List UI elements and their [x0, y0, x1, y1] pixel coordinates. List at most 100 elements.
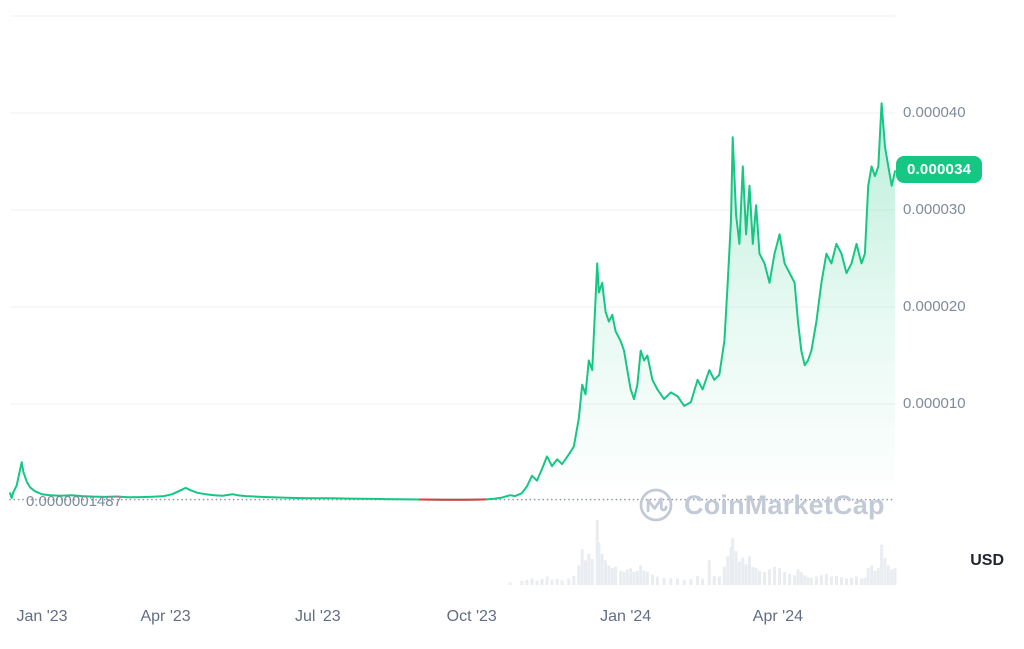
- volume-bar: [741, 557, 745, 585]
- volume-bar: [645, 572, 649, 585]
- volume-bar: [796, 569, 800, 585]
- currency-unit-label: USD: [970, 552, 1004, 569]
- volume-bar: [729, 547, 733, 585]
- volume-bar: [622, 572, 626, 585]
- volume-bar: [722, 566, 726, 585]
- volume-bar: [545, 576, 549, 585]
- volume-bar: [793, 575, 797, 586]
- volume-bar: [614, 566, 618, 585]
- volume-bar: [824, 574, 828, 586]
- volume-bar: [886, 565, 890, 585]
- watermark-text: CoinMarketCap: [684, 489, 885, 520]
- volume-bar: [754, 568, 758, 585]
- volume-bar: [701, 578, 705, 585]
- volume-bar: [629, 568, 633, 585]
- volume-bar: [829, 576, 833, 585]
- volume-bar: [834, 575, 838, 585]
- volume-bar: [783, 572, 787, 585]
- price-line: [9, 102, 896, 501]
- volume-bar: [773, 566, 776, 585]
- volume-bar: [880, 544, 884, 585]
- volume-bar: [587, 553, 591, 585]
- volume-bar: [850, 577, 853, 586]
- volume-bar: [572, 575, 576, 585]
- x-axis-tick-label: Jan '24: [600, 608, 652, 625]
- volume-bar: [560, 580, 564, 586]
- x-axis-tick-label: Oct '23: [446, 608, 497, 625]
- volume-bar: [584, 560, 587, 585]
- volume-bar: [840, 577, 843, 585]
- volume-bar: [650, 574, 654, 585]
- volume-bar: [535, 580, 539, 586]
- volume-bar: [717, 576, 721, 585]
- y-axis-tick-label: 0.000020: [903, 298, 966, 315]
- volume-bar: [734, 551, 738, 585]
- volume-bar: [768, 569, 771, 585]
- y-axis-tick-label: 0.000030: [903, 201, 966, 218]
- x-axis-tick-label: Jan '23: [16, 608, 68, 625]
- volume-bar: [893, 568, 897, 585]
- volume-bar: [866, 568, 870, 585]
- volume-bar: [555, 579, 559, 585]
- volume-bar: [662, 577, 666, 586]
- x-axis-tick-label: Jul '23: [294, 608, 341, 625]
- baseline-price-label: 0.0000001487: [26, 492, 122, 510]
- volume-bar: [788, 574, 792, 586]
- volume-bar: [567, 578, 571, 585]
- volume-bar: [876, 568, 880, 585]
- volume-bar: [520, 581, 524, 585]
- volume-bar: [731, 538, 735, 585]
- volume-bar: [883, 557, 887, 585]
- volume-bar: [763, 572, 766, 585]
- volume-bar: [600, 553, 604, 585]
- volume-bar: [855, 576, 858, 585]
- volume-bar: [642, 570, 646, 585]
- volume-bar: [590, 559, 594, 585]
- volume-bar: [806, 577, 810, 585]
- volume-bar: [863, 577, 867, 586]
- volume-bar: [758, 570, 761, 585]
- x-axis-tick-label: Apr '23: [140, 608, 191, 625]
- current-price-badge: 0.000034: [896, 156, 983, 184]
- volume-bar: [682, 579, 686, 585]
- coinmarketcap-logo-icon: [639, 488, 673, 522]
- watermark: CoinMarketCap: [637, 486, 885, 524]
- volume-bar: [870, 565, 874, 585]
- volume-bar: [604, 560, 608, 585]
- volume-bar: [676, 578, 679, 585]
- volume-bar: [748, 556, 751, 585]
- volume-bar: [550, 579, 554, 585]
- volume-bar: [819, 575, 823, 586]
- volume-bar: [712, 575, 716, 585]
- volume-bar: [778, 568, 782, 585]
- volume-bar: [525, 579, 529, 585]
- volume-bar: [726, 556, 730, 585]
- price-area-fill: [10, 103, 895, 502]
- volume-bar: [508, 582, 512, 585]
- volume-bar: [635, 570, 639, 585]
- volume-bar: [737, 561, 741, 585]
- volume-bar: [707, 560, 711, 585]
- volume-bar: [619, 570, 623, 585]
- volume-bar: [751, 566, 755, 585]
- x-axis-tick-label: Apr '24: [752, 608, 803, 625]
- y-axis-tick-label: 0.000040: [903, 104, 966, 121]
- volume-bar: [809, 577, 813, 586]
- volume-bar: [577, 565, 581, 585]
- volume-bar: [540, 579, 544, 585]
- volume-bar: [799, 572, 803, 585]
- volume-bar: [744, 564, 748, 585]
- volume-bar: [890, 569, 894, 585]
- volume-bar: [845, 578, 848, 585]
- volume-bar: [655, 576, 659, 585]
- volume-bar: [595, 520, 599, 585]
- volume-bar: [873, 570, 877, 585]
- volume-bar: [803, 575, 807, 586]
- volume-bar: [632, 572, 636, 585]
- volume-bar: [597, 542, 601, 586]
- volume-bar: [814, 576, 818, 585]
- volume-bar: [689, 579, 693, 585]
- volume-bar: [607, 565, 611, 585]
